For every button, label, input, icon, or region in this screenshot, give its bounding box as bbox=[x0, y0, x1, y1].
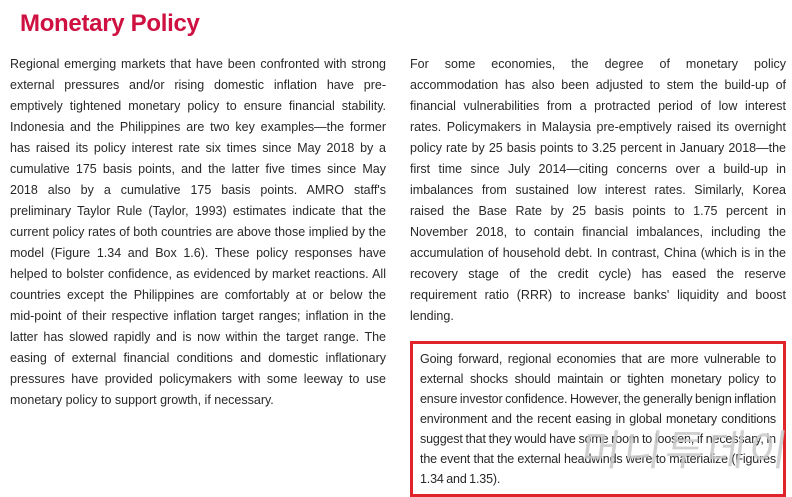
left-column-paragraph: Regional emerging markets that have been… bbox=[10, 57, 386, 407]
right-column-paragraph: For some economies, the degree of moneta… bbox=[410, 57, 786, 323]
document-page: Monetary Policy Regional emerging market… bbox=[10, 10, 792, 497]
page-title: Monetary Policy bbox=[20, 10, 200, 37]
left-column: Regional emerging markets that have been… bbox=[10, 54, 386, 497]
right-column: For some economies, the degree of moneta… bbox=[410, 54, 786, 497]
highlighted-callout-box: Going forward, regional economies that a… bbox=[410, 341, 786, 497]
highlight-box-paragraph: Going forward, regional economies that a… bbox=[420, 352, 776, 486]
two-column-layout: Regional emerging markets that have been… bbox=[10, 54, 786, 497]
